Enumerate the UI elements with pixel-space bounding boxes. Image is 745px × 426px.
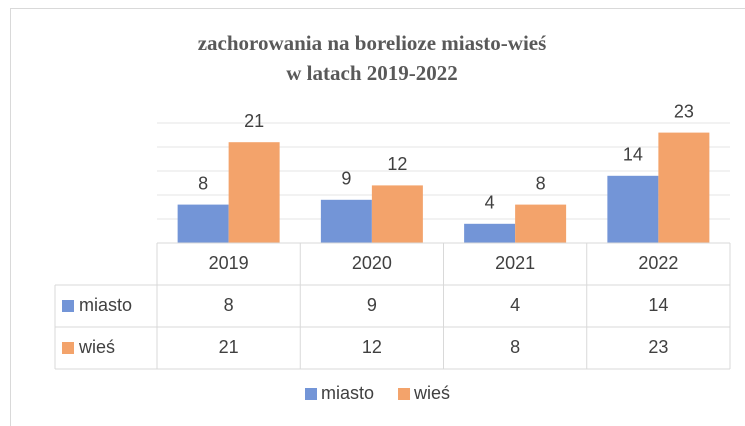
table-cell: 23 bbox=[648, 337, 668, 357]
row-label: miasto bbox=[79, 295, 132, 315]
bar bbox=[464, 223, 516, 243]
data-label: 12 bbox=[387, 154, 407, 174]
legend-key bbox=[62, 342, 74, 354]
data-label: 14 bbox=[623, 145, 643, 165]
table-cell: 8 bbox=[224, 295, 234, 315]
row-label: wieś bbox=[78, 337, 115, 357]
data-label: 23 bbox=[674, 101, 694, 121]
bar bbox=[658, 132, 710, 243]
data-label: 8 bbox=[198, 173, 208, 193]
bar bbox=[515, 204, 567, 243]
chart-title: w latach 2019-2022 bbox=[286, 61, 458, 85]
bar bbox=[320, 199, 372, 243]
table-cell: 9 bbox=[367, 295, 377, 315]
chart-frame bbox=[10, 8, 745, 426]
legend-key bbox=[398, 388, 411, 400]
bar bbox=[228, 142, 280, 243]
legend-label: wieś bbox=[413, 383, 450, 403]
chart-title: zachorowania na borelioze miasto-wieś bbox=[198, 31, 547, 55]
bar bbox=[177, 204, 229, 243]
bar bbox=[607, 175, 659, 243]
data-label: 21 bbox=[244, 111, 264, 131]
legend-key bbox=[62, 300, 74, 312]
table-cell: 21 bbox=[219, 337, 239, 357]
data-label: 8 bbox=[536, 173, 546, 193]
data-label: 9 bbox=[341, 169, 351, 189]
legend-key bbox=[305, 388, 317, 400]
table-cell: 14 bbox=[648, 295, 668, 315]
legend-label: miasto bbox=[321, 383, 374, 403]
x-tick-label: 2019 bbox=[209, 253, 249, 273]
table-cell: 4 bbox=[510, 295, 520, 315]
bar bbox=[371, 185, 423, 243]
x-tick-label: 2021 bbox=[495, 253, 535, 273]
data-label: 4 bbox=[485, 193, 495, 213]
table-cell: 12 bbox=[362, 337, 382, 357]
x-tick-label: 2022 bbox=[638, 253, 678, 273]
x-tick-label: 2020 bbox=[352, 253, 392, 273]
table-cell: 8 bbox=[510, 337, 520, 357]
